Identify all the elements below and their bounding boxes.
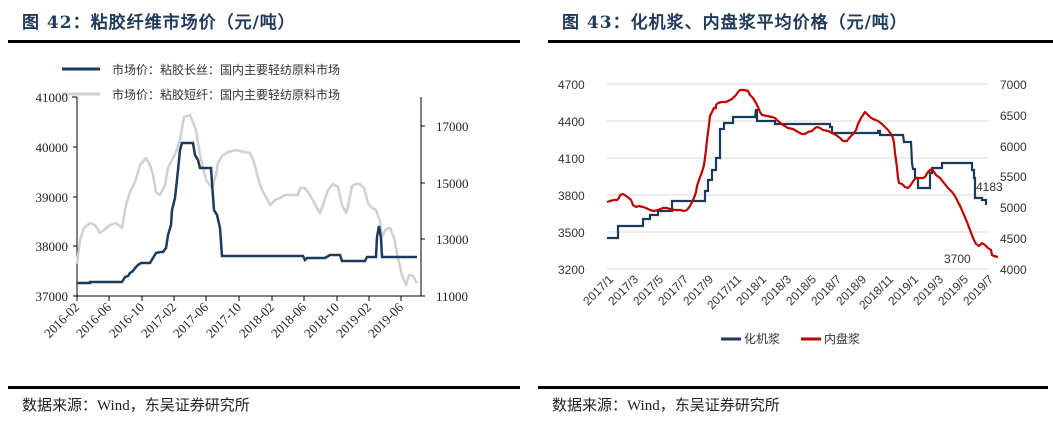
data-source-note: 数据来源：Wind，东吴证券研究所 [552, 398, 780, 414]
svg-text:38000: 38000 [36, 239, 69, 254]
svg-text:4000: 4000 [1000, 263, 1027, 277]
legend-label-staple: 市场价：粘胶短纤：国内主要轻纺原料市场 [112, 87, 340, 102]
series-chemi-mechanical-pulp-line [607, 108, 988, 240]
figure-42-panel: 图 42：粘胶纤维市场价（元/吨） 市场价：粘胶长丝：国内主要轻纺原料市场 市场… [0, 0, 520, 424]
svg-text:37000: 37000 [36, 289, 69, 304]
svg-text:17000: 17000 [436, 119, 469, 134]
legend: 化机浆 内盘浆 [721, 331, 860, 346]
bottom-rule [538, 386, 1048, 389]
svg-text:2016-06: 2016-06 [73, 299, 115, 341]
svg-text:3800: 3800 [558, 189, 585, 203]
legend-label-filament: 市场价：粘胶长丝：国内主要轻纺原料市场 [112, 62, 340, 77]
annotation-4183: 4183 [976, 180, 1003, 194]
svg-text:4100: 4100 [558, 152, 585, 166]
figure-43-panel: 图 43：化机浆、内盘浆平均价格（元/吨） 4700 4400 4100 380… [530, 0, 1053, 424]
svg-text:7000: 7000 [1000, 78, 1027, 92]
legend-label-chemi-mechanical: 化机浆 [744, 331, 780, 346]
svg-text:4400: 4400 [558, 115, 585, 129]
svg-text:5500: 5500 [1000, 170, 1027, 184]
annotation-3700: 3700 [944, 252, 971, 266]
series-filament-line [77, 141, 417, 285]
svg-text:13000: 13000 [436, 232, 469, 247]
svg-text:11000: 11000 [436, 289, 468, 304]
axes [72, 96, 425, 301]
top-rule [8, 40, 520, 43]
svg-text:2019-06: 2019-06 [365, 299, 407, 341]
svg-text:2017-06: 2017-06 [170, 299, 212, 341]
figure-42-chart: 市场价：粘胶长丝：国内主要轻纺原料市场 市场价：粘胶短纤：国内主要轻纺原料市场 [36, 62, 469, 341]
figure-42-title: 图 42：粘胶纤维市场价（元/吨） [22, 13, 296, 33]
right-y-axis-labels: 17000 15000 13000 11000 [436, 119, 469, 304]
svg-text:3200: 3200 [558, 263, 585, 277]
svg-text:15000: 15000 [436, 176, 469, 191]
left-y-axis-labels: 4700 4400 4100 3800 3500 3200 [558, 78, 585, 277]
svg-text:39000: 39000 [36, 190, 69, 205]
legend-label-domestic: 内盘浆 [824, 331, 860, 346]
left-y-axis-labels: 41000 40000 39000 38000 37000 [36, 90, 69, 304]
figure-43-chart: 4700 4400 4100 3800 3500 3200 7000 6500 … [558, 78, 1027, 346]
svg-text:41000: 41000 [36, 90, 69, 105]
svg-text:6500: 6500 [1000, 109, 1027, 123]
right-y-axis-labels: 7000 6500 6000 5500 5000 4500 4000 [1000, 78, 1027, 277]
x-axis-labels: 2016-02 2016-06 2016-10 2017-02 2017-06 … [41, 299, 407, 341]
bottom-rule [8, 386, 520, 389]
x-axis-labels: 2017/1 2017/3 2017/5 2017/7 2017/9 2017/… [580, 272, 996, 312]
top-rule [548, 40, 1053, 43]
svg-text:40000: 40000 [36, 140, 69, 155]
svg-text:5000: 5000 [1000, 201, 1027, 215]
svg-text:4500: 4500 [1000, 232, 1027, 246]
data-source-note: 数据来源：Wind，东吴证券研究所 [22, 398, 250, 414]
legend: 市场价：粘胶长丝：国内主要轻纺原料市场 市场价：粘胶短纤：国内主要轻纺原料市场 [62, 62, 340, 102]
svg-text:3500: 3500 [558, 226, 585, 240]
series-staple-fiber-line [75, 113, 419, 287]
svg-text:2018-06: 2018-06 [268, 299, 310, 341]
figure-43-title: 图 43：化机浆、内盘浆平均价格（元/吨） [562, 13, 908, 33]
series-domestic-pulp-line [606, 88, 999, 259]
svg-text:6000: 6000 [1000, 140, 1027, 154]
gridlines [607, 83, 988, 270]
svg-text:4700: 4700 [558, 78, 585, 92]
svg-text:2017-10: 2017-10 [203, 300, 244, 341]
